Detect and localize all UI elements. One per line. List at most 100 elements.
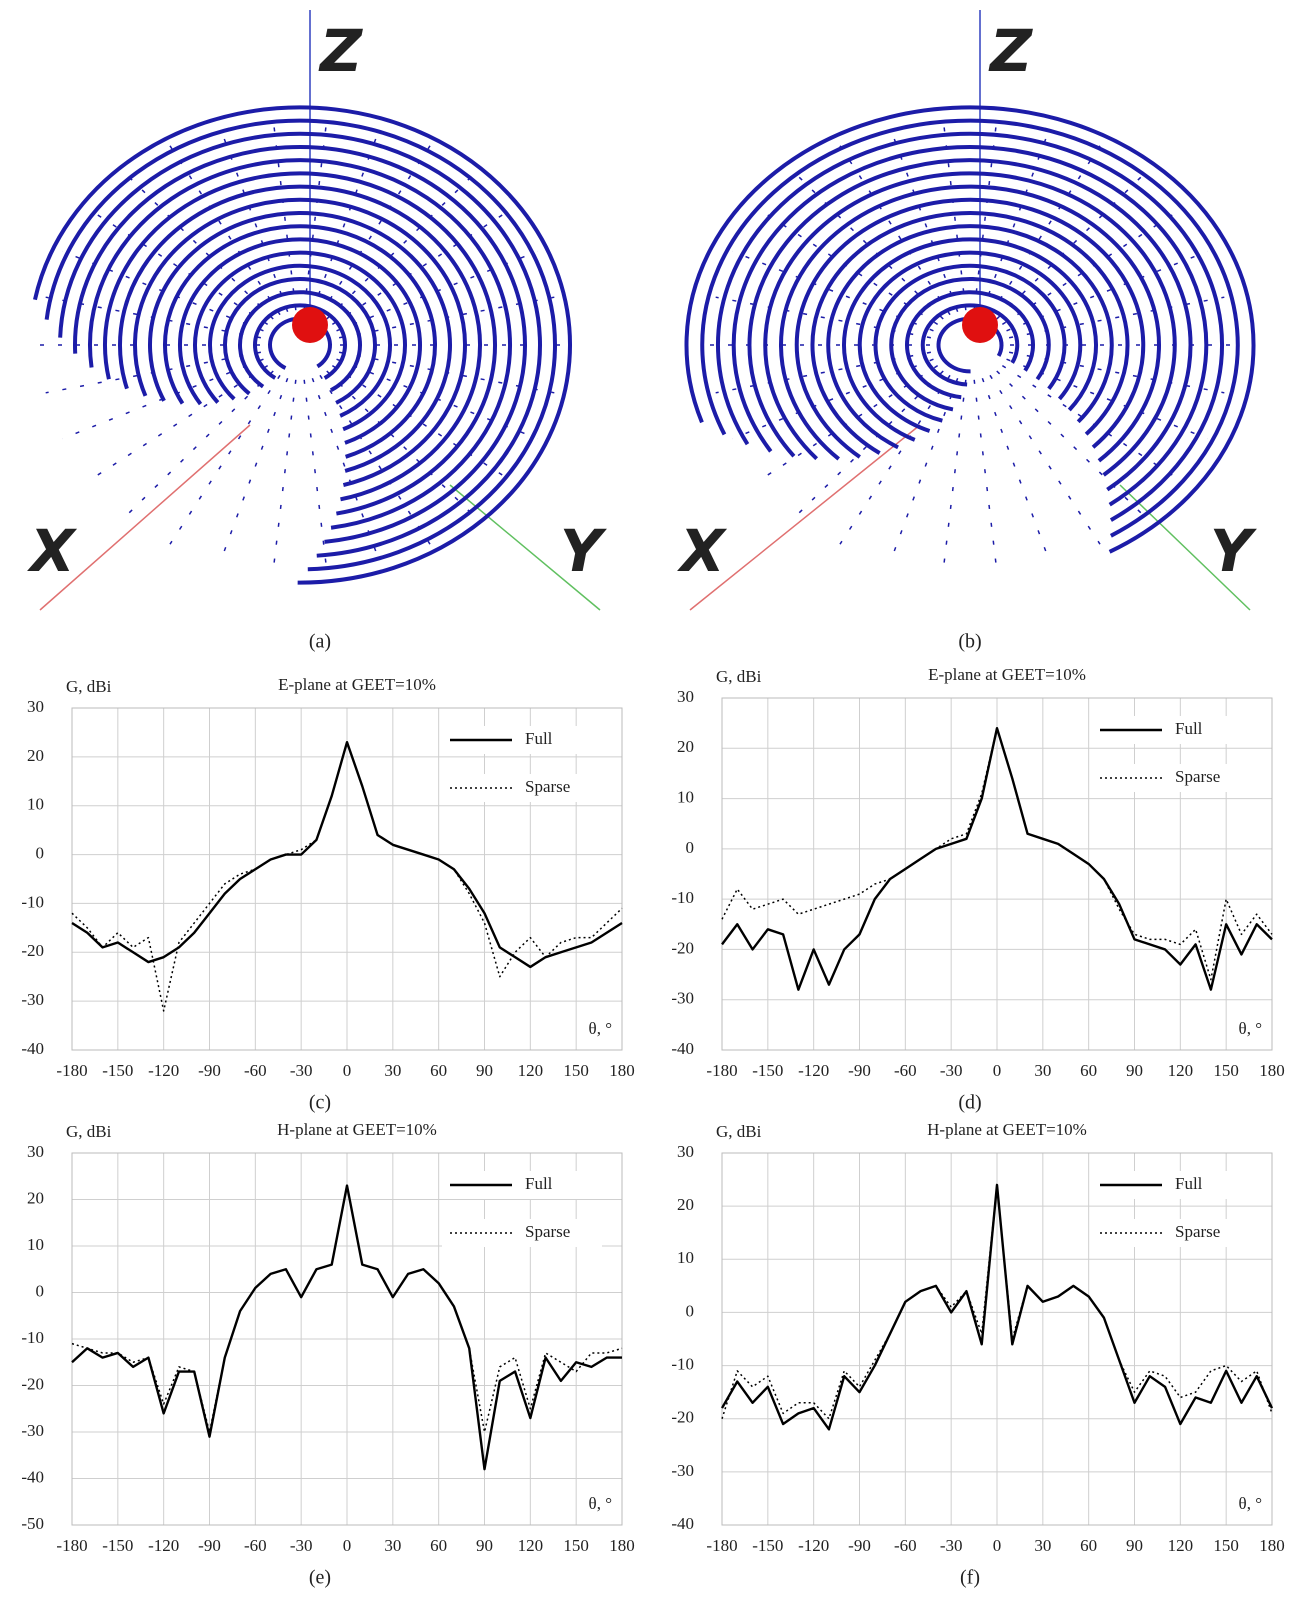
ring	[875, 266, 1064, 421]
y-tick-label: -40	[671, 1039, 694, 1058]
x-tick-label: 30	[384, 1536, 401, 1555]
x-tick-label: -150	[752, 1536, 783, 1555]
y-tick-label: 20	[677, 737, 694, 756]
x-tick-label: -30	[940, 1061, 963, 1080]
rib	[304, 380, 327, 574]
chart-title: E-plane at GEET=10%	[278, 675, 436, 694]
x-tick-label: -90	[848, 1536, 871, 1555]
x-tick-label: 150	[563, 1061, 589, 1080]
y-tick-label: -40	[21, 1039, 44, 1058]
legend-label: Sparse	[1175, 1222, 1220, 1241]
caption: (a)	[309, 631, 331, 653]
y-axis-label: G, dBi	[66, 1122, 112, 1141]
x-tick-label: 150	[1213, 1536, 1239, 1555]
x-tick-label: 180	[1259, 1061, 1285, 1080]
y-tick-label: -10	[671, 888, 694, 907]
rib	[990, 375, 1100, 544]
x-tick-label: 180	[609, 1061, 635, 1080]
chart-title: E-plane at GEET=10%	[928, 665, 1086, 684]
y-axis-label: G, dBi	[716, 667, 762, 686]
x-axis-label: θ, °	[589, 1494, 612, 1513]
x-tick-label: -90	[848, 1061, 871, 1080]
x-tick-label: 120	[1168, 1536, 1194, 1555]
y-tick-label: -20	[671, 938, 694, 957]
chart-title: H-plane at GEET=10%	[927, 1120, 1087, 1139]
y-tick-label: -50	[21, 1514, 44, 1533]
legend-label: Sparse	[1175, 767, 1220, 786]
rib	[890, 378, 958, 563]
x-tick-label: -60	[244, 1536, 267, 1555]
x-tick-label: 90	[476, 1536, 493, 1555]
y-tick-label: -30	[671, 989, 694, 1008]
x-tick-label: 90	[1126, 1536, 1143, 1555]
y-tick-label: -40	[671, 1514, 694, 1533]
x-tick-label: -90	[198, 1536, 221, 1555]
axis-label-z: Z	[988, 17, 1033, 85]
y-tick-label: -10	[21, 1328, 44, 1347]
axis-label-z: Z	[318, 17, 363, 85]
y-tick-label: 10	[27, 795, 44, 814]
x-tick-label: -180	[56, 1536, 87, 1555]
x-tick-label: -120	[148, 1061, 179, 1080]
x-tick-label: -150	[102, 1536, 133, 1555]
y-tick-label: -30	[21, 990, 44, 1009]
y-tick-label: 0	[686, 838, 695, 857]
x-tick-label: -30	[290, 1536, 313, 1555]
x-tick-label: 120	[1168, 1061, 1194, 1080]
x-tick-label: -60	[244, 1061, 267, 1080]
x-tick-label: 30	[384, 1061, 401, 1080]
rib	[220, 378, 288, 563]
axis-label-y: Y	[1210, 517, 1257, 585]
rib	[997, 371, 1144, 516]
x-tick-label: 60	[430, 1061, 447, 1080]
y-tick-label: -30	[671, 1461, 694, 1480]
x-tick-label: 0	[993, 1061, 1002, 1080]
y-tick-label: 10	[677, 787, 694, 806]
x-tick-label: -180	[706, 1536, 737, 1555]
x-tick-label: 0	[343, 1536, 352, 1555]
y-tick-label: 30	[27, 1142, 44, 1161]
ring	[210, 266, 390, 416]
reflector	[35, 107, 570, 582]
x-tick-label: -60	[894, 1536, 917, 1555]
x-tick-label: -150	[752, 1061, 783, 1080]
y-tick-label: -10	[21, 892, 44, 911]
ring	[75, 147, 525, 542]
reflector	[686, 107, 1253, 573]
ring	[120, 187, 480, 500]
x-tick-label: 90	[1126, 1061, 1143, 1080]
legend-label: Full	[525, 1174, 553, 1193]
x-tick-label: 90	[476, 1061, 493, 1080]
rib	[170, 375, 280, 544]
caption: (f)	[960, 1567, 980, 1589]
x-tick-label: -120	[798, 1061, 829, 1080]
caption: (e)	[309, 1567, 331, 1589]
x-axis-label: θ, °	[589, 1019, 612, 1038]
x-tick-label: 150	[563, 1536, 589, 1555]
figure: ZXY(a)ZXY(b)-40-30-20-100102030-180-150-…	[0, 0, 1312, 1600]
rib	[90, 366, 268, 481]
y-tick-label: 30	[27, 697, 44, 716]
legend-label: Full	[525, 729, 553, 748]
ring	[90, 160, 510, 528]
x-tick-label: 180	[609, 1536, 635, 1555]
ring	[907, 292, 1033, 397]
x-axis-label: θ, °	[1239, 1494, 1262, 1513]
rib	[796, 371, 943, 516]
x-tick-label: 120	[518, 1061, 544, 1080]
legend-label: Full	[1175, 1174, 1203, 1193]
axis-label-y: Y	[560, 517, 607, 585]
ring	[165, 226, 435, 457]
ring	[135, 200, 465, 485]
rib	[840, 375, 950, 544]
y-tick-label: 10	[677, 1248, 694, 1267]
x-tick-label: -120	[148, 1536, 179, 1555]
y-axis-label: G, dBi	[66, 677, 112, 696]
caption: (b)	[958, 631, 981, 653]
y-tick-label: 20	[677, 1195, 694, 1214]
y-tick-label: 0	[36, 1281, 45, 1300]
x-tick-label: 30	[1034, 1061, 1051, 1080]
x-tick-label: -150	[102, 1061, 133, 1080]
chart-title: H-plane at GEET=10%	[277, 1120, 437, 1139]
y-tick-label: -10	[671, 1354, 694, 1373]
